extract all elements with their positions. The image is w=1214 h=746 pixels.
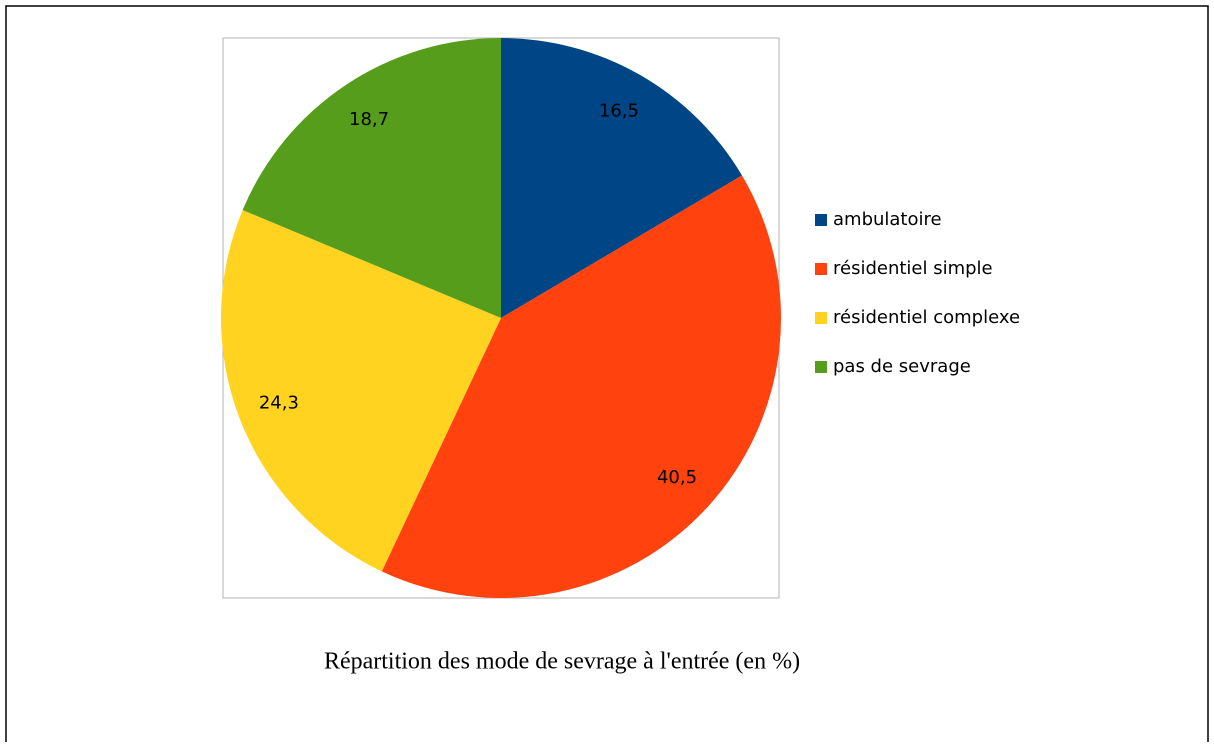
legend-swatch [815,312,827,324]
legend-swatch [815,263,827,275]
pie-slice [501,38,743,318]
legend-label: pas de sevrage [833,356,971,377]
legend-label: résidentiel complexe [833,307,1020,328]
data-label: 18,7 [349,109,389,130]
legend-swatch [815,214,827,226]
data-label: 16,5 [599,100,639,121]
chart-title: Répartition des mode de sevrage à l'entr… [324,649,800,675]
pie-slice [242,38,502,318]
legend-swatch [815,361,827,373]
data-label: 40,5 [657,467,697,488]
pie-slice [381,175,782,599]
data-label: 24,3 [259,393,299,414]
legend-label: ambulatoire [833,209,942,230]
pie-slice [220,210,501,572]
legend-label: résidentiel simple [833,258,993,279]
page-border [5,5,1209,746]
